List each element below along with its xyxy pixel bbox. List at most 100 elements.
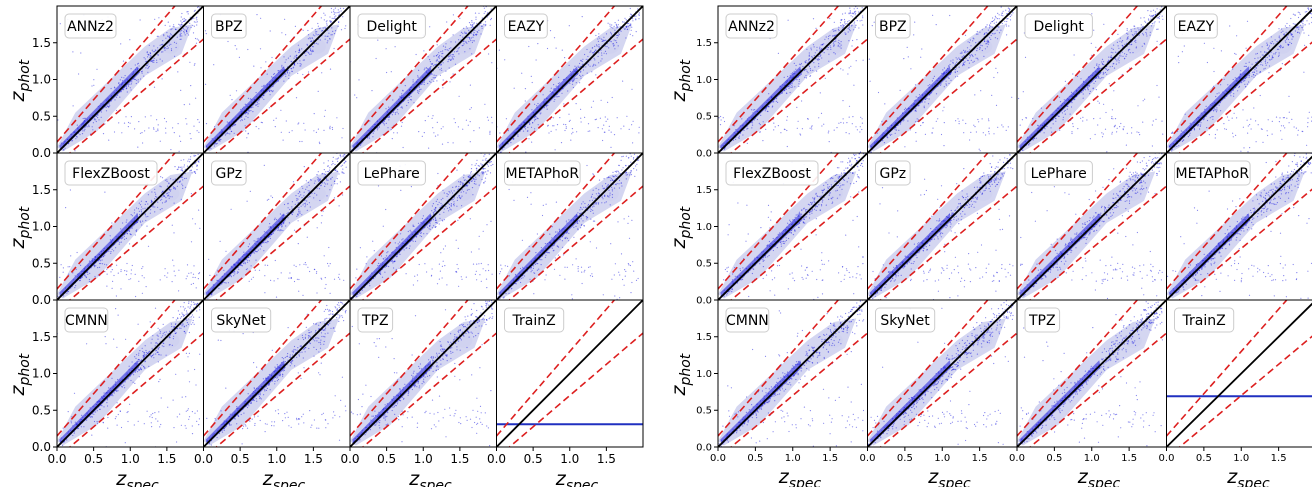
data-point <box>157 130 159 132</box>
data-point <box>120 43 122 45</box>
data-point <box>190 316 193 318</box>
data-point <box>436 59 438 62</box>
data-point <box>185 313 187 315</box>
data-point <box>553 100 555 102</box>
data-point <box>499 132 501 134</box>
data-point <box>156 35 158 37</box>
data-point <box>140 359 143 361</box>
x-tick-label: 1.5 <box>157 452 176 466</box>
data-point <box>290 68 292 70</box>
data-point <box>216 142 218 144</box>
data-point <box>279 230 281 232</box>
data-point <box>620 159 622 161</box>
data-point <box>583 206 585 208</box>
data-point <box>341 172 343 174</box>
data-point <box>438 57 440 59</box>
data-point <box>134 128 136 130</box>
data-point <box>134 64 136 66</box>
data-point <box>137 361 139 363</box>
data-point <box>298 208 300 211</box>
data-point <box>402 89 404 91</box>
data-point <box>487 264 489 266</box>
data-point <box>344 310 346 313</box>
data-point <box>391 114 393 116</box>
data-point <box>126 262 128 265</box>
data-point <box>545 254 547 256</box>
data-point <box>150 355 152 357</box>
data-point <box>637 8 639 10</box>
data-point <box>291 201 293 203</box>
data-point <box>188 331 190 334</box>
data-point <box>423 83 425 86</box>
data-point <box>524 128 527 130</box>
data-point <box>456 263 458 266</box>
data-point <box>142 350 144 353</box>
data-point <box>182 323 184 325</box>
data-point <box>256 14 258 16</box>
data-point <box>595 187 597 189</box>
data-point <box>158 381 160 383</box>
data-point <box>601 128 604 130</box>
data-point <box>429 223 431 225</box>
data-point <box>185 410 187 412</box>
data-point <box>294 55 296 57</box>
data-point <box>414 275 416 277</box>
data-point <box>186 322 188 324</box>
data-point <box>410 231 412 233</box>
data-point <box>271 76 273 78</box>
data-point <box>446 284 448 286</box>
data-point <box>472 263 475 265</box>
data-point <box>281 32 283 34</box>
data-point <box>194 63 196 65</box>
data-point <box>281 226 283 228</box>
outlier-bound-upper <box>350 6 469 143</box>
data-point <box>148 352 150 354</box>
data-point <box>473 178 475 180</box>
data-point <box>424 263 426 265</box>
data-point <box>356 268 358 270</box>
data-point <box>314 331 316 333</box>
data-point <box>67 290 69 293</box>
data-point <box>168 183 170 185</box>
data-point <box>338 306 340 308</box>
data-point <box>81 276 83 278</box>
data-point <box>174 332 176 334</box>
data-point <box>123 384 125 386</box>
data-point <box>188 301 190 303</box>
data-point <box>195 97 197 99</box>
data-point <box>618 172 620 174</box>
data-point <box>394 242 396 244</box>
data-point <box>287 72 289 74</box>
data-point <box>150 414 152 416</box>
data-point <box>88 126 90 128</box>
data-point <box>113 131 116 133</box>
data-point <box>75 268 77 270</box>
data-point <box>528 245 530 247</box>
data-point <box>595 193 598 195</box>
data-point <box>281 224 283 226</box>
data-point <box>482 171 484 173</box>
data-point <box>166 45 168 47</box>
data-point <box>582 63 584 65</box>
data-point <box>181 24 183 26</box>
data-point <box>298 210 300 212</box>
data-point <box>559 117 561 119</box>
data-point <box>396 132 398 134</box>
data-point <box>146 51 148 53</box>
data-point <box>311 51 313 53</box>
data-point <box>491 273 493 275</box>
data-point <box>307 34 310 36</box>
data-point <box>429 228 431 230</box>
data-point <box>475 183 477 185</box>
data-point <box>599 117 602 119</box>
data-point <box>189 133 191 135</box>
data-point <box>439 207 441 209</box>
data-point <box>247 113 249 115</box>
data-point <box>125 116 127 118</box>
data-point <box>549 90 551 92</box>
data-point <box>430 81 432 83</box>
data-point <box>180 25 182 27</box>
data-point <box>161 60 163 62</box>
data-point <box>162 40 164 42</box>
